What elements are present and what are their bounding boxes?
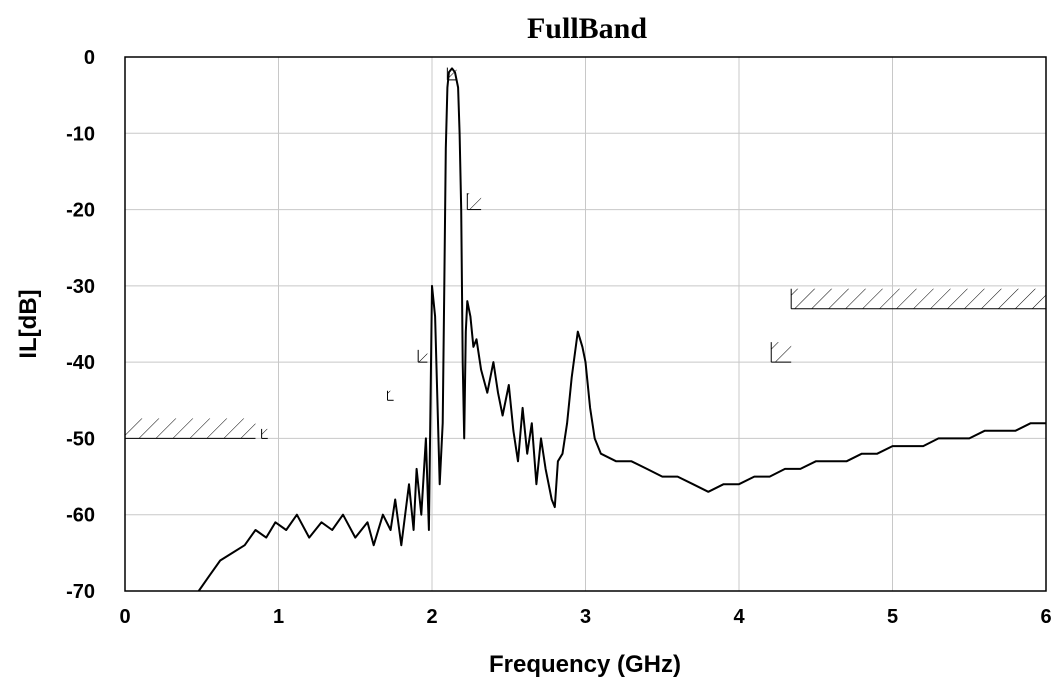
- limit-mask: [771, 342, 792, 363]
- x-tick-label: 2: [426, 606, 437, 628]
- y-axis-title: IL[dB]: [15, 289, 42, 358]
- y-tick-label: -60: [66, 505, 95, 527]
- y-tick-label: -30: [66, 276, 95, 298]
- x-tick-labels: 0 1 2 3 4 5 6: [119, 606, 1051, 628]
- x-tick-label: 1: [273, 606, 284, 628]
- limit-mask: [261, 428, 268, 439]
- y-tick-label: -50: [66, 428, 95, 450]
- y-tick-labels: 0 -10 -20 -30 -40 -50 -60 -70: [66, 47, 95, 603]
- x-axis-title: Frequency (GHz): [489, 651, 681, 678]
- limit-mask: [467, 193, 482, 210]
- y-tick-label: 0: [84, 47, 95, 69]
- x-tick-label: 6: [1040, 606, 1051, 628]
- y-tick-label: -40: [66, 352, 95, 374]
- series-group: [197, 67, 1046, 592]
- chart-title: FullBand: [527, 12, 647, 45]
- limit-mask: [125, 418, 256, 439]
- limit-mask: [387, 390, 394, 401]
- limit-mask: [418, 349, 428, 363]
- series-line: [197, 67, 1046, 592]
- y-tick-label: -20: [66, 200, 95, 222]
- x-tick-label: 3: [580, 606, 591, 628]
- y-tick-label: -70: [66, 581, 95, 603]
- limit-mask: [447, 67, 457, 80]
- grid: [125, 57, 1046, 591]
- x-tick-label: 0: [119, 606, 130, 628]
- x-tick-label: 4: [733, 606, 745, 628]
- y-tick-label: -10: [66, 123, 95, 145]
- plot-frame: [124, 56, 1047, 592]
- x-tick-label: 5: [887, 606, 898, 628]
- limit-mask: [791, 288, 1046, 309]
